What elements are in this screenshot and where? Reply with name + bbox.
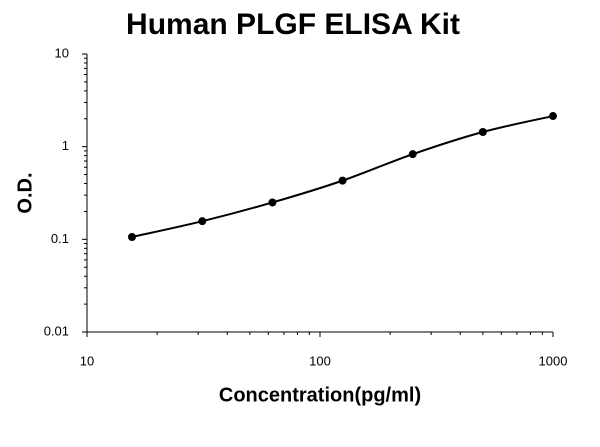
x-axis-label: Concentration(pg/ml) <box>219 384 421 406</box>
y-tick-label: 1 <box>62 138 69 153</box>
point <box>198 217 207 226</box>
y-tick-label: 0.01 <box>44 323 69 338</box>
point <box>408 150 417 159</box>
point <box>268 198 277 207</box>
x-tick-label: 100 <box>309 353 331 368</box>
point <box>338 176 347 185</box>
y-axis-label: O.D. <box>14 172 36 213</box>
x-tick-label: 10 <box>80 353 94 368</box>
fit-curve <box>131 115 554 238</box>
chart-title: Human PLGF ELISA Kit <box>126 8 460 41</box>
point <box>549 112 557 121</box>
point <box>127 232 136 241</box>
point <box>478 127 487 136</box>
y-tick-label: 0.1 <box>51 231 69 246</box>
x-tick-label: 1000 <box>539 353 568 368</box>
y-tick-label: 10 <box>55 45 69 60</box>
